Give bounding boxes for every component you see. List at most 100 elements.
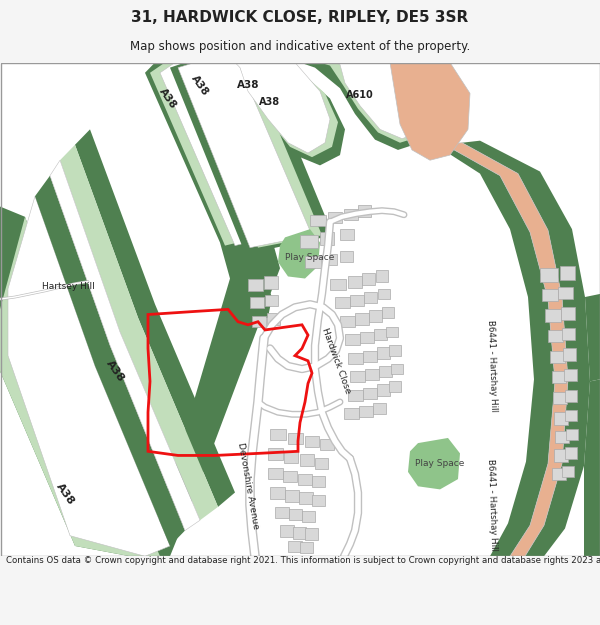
Polygon shape [555,431,569,443]
Polygon shape [369,311,382,322]
Polygon shape [391,364,403,374]
Text: B6441 - Hartshay Hill: B6441 - Hartshay Hill [486,320,498,412]
Polygon shape [445,142,568,556]
Polygon shape [566,429,578,440]
Polygon shape [379,366,392,378]
Polygon shape [170,62,300,246]
Polygon shape [562,328,575,340]
Polygon shape [376,270,388,282]
Text: A38: A38 [259,97,281,107]
Polygon shape [365,369,379,381]
Text: Hartsey Hill: Hartsey Hill [42,282,95,291]
Polygon shape [363,351,377,362]
Polygon shape [275,507,289,518]
Text: Play Space: Play Space [286,254,335,262]
Polygon shape [378,289,390,299]
Polygon shape [364,292,377,303]
Polygon shape [35,176,185,546]
Polygon shape [323,254,337,265]
Polygon shape [320,439,334,450]
Polygon shape [390,62,470,160]
Text: A38: A38 [104,358,126,384]
Polygon shape [355,314,369,325]
Polygon shape [320,232,334,244]
Polygon shape [340,229,354,241]
Polygon shape [298,474,312,485]
Polygon shape [335,297,350,308]
Polygon shape [386,327,398,337]
Polygon shape [302,511,315,522]
Text: Play Space: Play Space [415,459,464,468]
Polygon shape [359,406,373,418]
Polygon shape [195,62,333,250]
Polygon shape [408,438,460,489]
Polygon shape [270,429,286,440]
Polygon shape [75,129,235,507]
Polygon shape [335,62,438,139]
Text: Map shows position and indicative extent of the property.: Map shows position and indicative extent… [130,40,470,52]
Polygon shape [250,297,264,308]
Polygon shape [377,384,390,396]
Polygon shape [362,273,375,285]
Polygon shape [50,160,200,531]
Polygon shape [330,279,346,290]
Polygon shape [305,256,321,268]
Polygon shape [344,209,358,220]
Polygon shape [545,309,561,322]
Polygon shape [0,62,600,556]
Polygon shape [550,351,565,363]
Polygon shape [554,449,568,462]
Polygon shape [252,316,266,327]
Polygon shape [270,488,285,499]
Polygon shape [561,308,575,319]
Polygon shape [540,268,558,282]
Text: B6441 - Hartshay Hill: B6441 - Hartshay Hill [486,459,498,551]
Polygon shape [565,410,577,421]
Polygon shape [553,392,567,404]
Polygon shape [328,212,342,223]
Polygon shape [320,62,436,142]
Polygon shape [584,379,600,556]
Text: Contains OS data © Crown copyright and database right 2021. This information is : Contains OS data © Crown copyright and d… [6,556,600,565]
Polygon shape [585,294,600,381]
Polygon shape [8,196,170,556]
Polygon shape [564,369,577,381]
Polygon shape [300,454,314,466]
Text: A38: A38 [54,482,76,508]
Polygon shape [186,62,322,248]
Polygon shape [312,494,325,506]
Polygon shape [268,448,283,459]
Polygon shape [552,371,566,383]
Polygon shape [265,295,278,306]
Polygon shape [300,542,313,553]
Polygon shape [373,403,386,414]
Text: 31, HARDWICK CLOSE, RIPLEY, DE5 3SR: 31, HARDWICK CLOSE, RIPLEY, DE5 3SR [131,10,469,25]
Polygon shape [350,371,365,382]
Text: A610: A610 [346,91,374,101]
Polygon shape [552,468,566,480]
Polygon shape [178,62,312,248]
Polygon shape [563,349,576,361]
Polygon shape [358,206,371,217]
Polygon shape [315,458,328,469]
Polygon shape [350,295,364,306]
Text: A38: A38 [190,73,211,98]
Polygon shape [558,287,573,299]
Polygon shape [280,526,294,537]
Polygon shape [382,308,394,318]
Polygon shape [389,381,401,392]
Polygon shape [150,62,280,246]
Polygon shape [0,206,160,556]
Polygon shape [345,334,360,346]
Polygon shape [363,388,377,399]
Polygon shape [284,451,298,462]
Polygon shape [348,276,362,288]
Text: A38: A38 [237,80,259,90]
Polygon shape [340,251,353,262]
Polygon shape [288,432,303,444]
Polygon shape [268,468,283,479]
Polygon shape [554,412,568,424]
Polygon shape [344,408,359,419]
Polygon shape [200,62,345,166]
Polygon shape [220,62,338,157]
